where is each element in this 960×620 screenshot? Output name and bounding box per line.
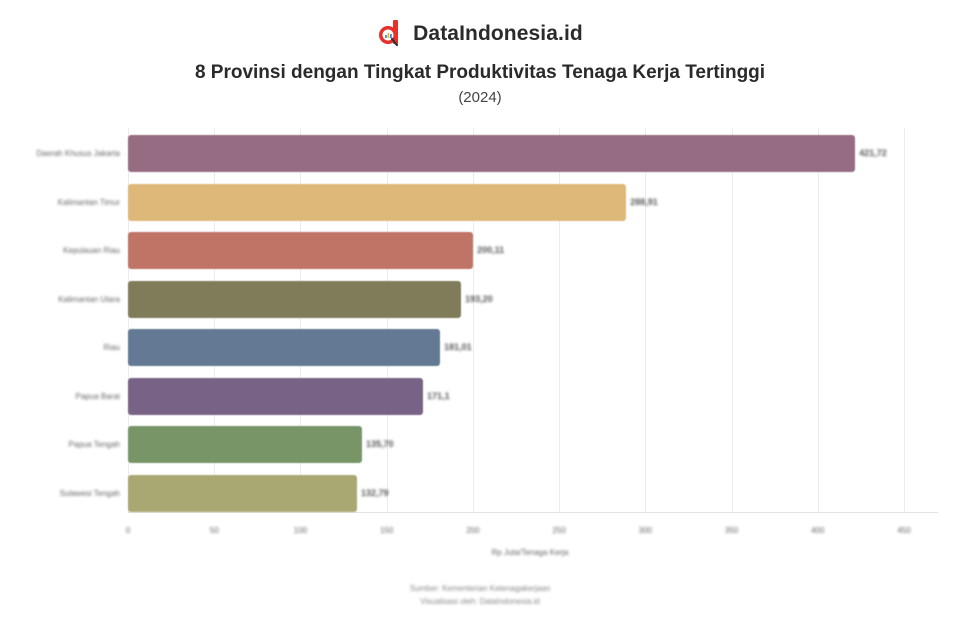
x-tick-label: 100 <box>293 526 308 535</box>
bar-row: 181,01 <box>128 329 500 366</box>
category-label: Papua Tengah <box>68 440 120 449</box>
bar-row: 135,70 <box>128 426 422 463</box>
category-label: Daerah Khusus Jakarta <box>36 149 120 158</box>
gridline <box>128 128 129 513</box>
footer: Sumber: Kementerian Ketenagakerjaan Visu… <box>0 582 960 608</box>
brand-header: DataIndonesia.id <box>0 20 960 48</box>
bar-row: 193,20 <box>128 280 521 318</box>
bar[interactable] <box>128 474 357 512</box>
bar[interactable] <box>128 232 474 269</box>
bar-row: 171,1 <box>128 377 483 415</box>
x-tick-label: 250 <box>552 526 566 535</box>
plot-area: 421,72 288,91 200,11 193,20 181,01 171,1 135,7… <box>128 128 938 513</box>
bar[interactable] <box>128 183 627 221</box>
x-tick-label: 150 <box>379 526 394 535</box>
x-tick-label: 450 <box>897 526 911 535</box>
x-tick-label: 300 <box>638 526 653 535</box>
gridline <box>386 128 388 513</box>
category-label: Kalimantan Timur <box>57 197 120 207</box>
bar-row: 288,91 <box>128 183 686 221</box>
x-tick-label: 200 <box>466 526 480 535</box>
x-axis-baseline <box>128 512 938 513</box>
x-tick-label: 50 <box>209 526 219 535</box>
bar[interactable] <box>128 377 424 415</box>
bar[interactable] <box>128 426 362 463</box>
x-tick-label: 0 <box>125 526 131 535</box>
bar[interactable] <box>128 329 441 366</box>
bar[interactable] <box>128 280 462 318</box>
bar-value-label: 421,72 <box>859 148 887 158</box>
category-label: Kalimantan Utara <box>58 294 120 304</box>
credit-note: Visualisasi oleh: DataIndonesia.id <box>420 597 540 606</box>
source-note: Sumber: Kementerian Ketenagakerjaan <box>409 584 551 593</box>
bar-value-label: 132,79 <box>360 487 389 498</box>
gridline <box>472 128 474 513</box>
gridline <box>731 128 733 513</box>
bar-row: 421,72 <box>128 135 915 172</box>
bar-value-label: 171,1 <box>427 390 450 401</box>
category-label: Riau <box>103 343 120 352</box>
chart-subtitle: (2024) <box>458 89 502 106</box>
category-label: Papua Barat <box>75 391 120 401</box>
gridline <box>904 128 905 513</box>
bar-row: 132,79 <box>128 474 417 512</box>
category-label: Kepulauan Riau <box>63 246 120 255</box>
gridline <box>559 128 561 513</box>
bar-value-label: 135,70 <box>366 439 394 449</box>
bar-value-label: 181,01 <box>444 342 472 352</box>
brand-name: DataIndonesia.id <box>413 22 583 45</box>
dataindonesia-logo-icon <box>377 20 403 48</box>
bar-value-label: 193,20 <box>465 293 493 304</box>
category-label: Sulawesi Tengah <box>59 488 120 498</box>
x-tick-label: 350 <box>724 526 739 535</box>
gridline <box>817 128 819 513</box>
gridline <box>645 128 647 513</box>
x-axis-label: Rp Juta/Tenaga Kerja <box>491 548 569 557</box>
chart-title: 8 Provinsi dengan Tingkat Produktivitas … <box>194 62 766 83</box>
bar-value-label: 200,11 <box>477 245 505 255</box>
gridline <box>214 128 216 513</box>
bar[interactable] <box>128 135 856 172</box>
bar-value-label: 288,91 <box>630 196 658 207</box>
bar-row: 200,11 <box>128 232 533 269</box>
x-tick-label: 400 <box>811 526 825 535</box>
gridline <box>300 128 302 513</box>
